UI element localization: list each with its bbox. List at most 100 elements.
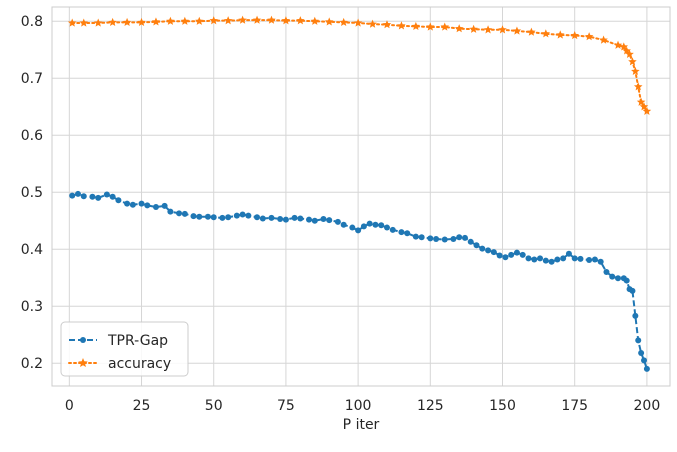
data-point-tpr-gap: [326, 217, 333, 224]
data-point-tpr-gap: [378, 222, 385, 229]
data-point-tpr-gap: [473, 242, 480, 249]
data-point-accuracy: [642, 106, 652, 115]
data-point-accuracy: [281, 16, 291, 25]
data-point-tpr-gap: [519, 251, 526, 258]
data-point-accuracy: [498, 25, 507, 34]
data-point-tpr-gap: [643, 365, 650, 372]
data-point-tpr-gap: [456, 234, 463, 241]
x-tick-label: 0: [65, 398, 74, 414]
data-point-tpr-gap: [176, 210, 183, 217]
data-point-tpr-gap: [398, 229, 405, 236]
data-point-tpr-gap: [259, 215, 266, 222]
data-point-accuracy: [267, 15, 276, 24]
data-point-tpr-gap: [210, 214, 217, 221]
data-point-tpr-gap: [565, 250, 572, 257]
data-point-tpr-gap: [479, 245, 486, 252]
x-tick-label: 175: [561, 398, 588, 414]
data-point-tpr-gap: [115, 197, 122, 204]
data-point-tpr-gap: [268, 214, 275, 221]
data-point-accuracy: [166, 16, 175, 25]
data-point-tpr-gap: [129, 201, 136, 208]
data-point-tpr-gap: [355, 227, 362, 234]
x-tick-label: 150: [489, 398, 516, 414]
data-point-tpr-gap: [161, 202, 168, 209]
data-point-tpr-gap: [548, 258, 555, 265]
data-point-tpr-gap: [204, 213, 211, 220]
data-point-tpr-gap: [461, 234, 468, 241]
data-point-tpr-gap: [513, 249, 520, 256]
data-point-accuracy: [368, 19, 377, 28]
data-point-accuracy: [79, 18, 89, 27]
data-point-accuracy: [180, 16, 190, 25]
data-point-accuracy: [324, 17, 334, 26]
data-point-tpr-gap: [418, 234, 425, 241]
data-point-tpr-gap: [490, 249, 497, 256]
data-point-tpr-gap: [334, 218, 341, 225]
data-point-accuracy: [93, 18, 103, 27]
data-point-accuracy: [339, 17, 348, 27]
data-point-tpr-gap: [603, 269, 610, 276]
data-point-accuracy: [631, 66, 640, 76]
data-point-tpr-gap: [372, 221, 379, 228]
data-point-tpr-gap: [167, 208, 174, 215]
x-tick-label: 25: [133, 398, 151, 414]
data-point-tpr-gap: [320, 216, 327, 223]
data-point-accuracy: [633, 82, 643, 91]
data-point-tpr-gap: [383, 224, 390, 231]
data-point-tpr-gap: [412, 233, 419, 240]
y-tick-label: 0.5: [21, 185, 43, 201]
x-axis-label: P iter: [343, 417, 380, 433]
data-point-tpr-gap: [577, 255, 584, 262]
data-point-accuracy: [512, 26, 522, 35]
data-point-tpr-gap: [74, 190, 81, 197]
data-point-tpr-gap: [291, 214, 298, 221]
y-tick-label: 0.2: [21, 356, 43, 372]
data-point-tpr-gap: [239, 211, 246, 218]
data-point-tpr-gap: [254, 214, 261, 221]
data-point-accuracy: [483, 25, 493, 34]
data-point-tpr-gap: [531, 256, 538, 263]
legend: TPR-Gap accuracy: [60, 321, 189, 377]
data-point-accuracy: [238, 15, 247, 24]
data-point-accuracy: [137, 17, 146, 27]
data-point-tpr-gap: [124, 200, 131, 207]
data-point-tpr-gap: [502, 254, 509, 261]
data-point-tpr-gap: [306, 216, 313, 223]
data-point-accuracy: [584, 32, 594, 41]
x-tick-label: 200: [634, 398, 661, 414]
data-point-tpr-gap: [89, 193, 96, 200]
data-point-accuracy: [599, 35, 608, 44]
data-point-tpr-gap: [629, 287, 636, 294]
data-point-tpr-gap: [609, 273, 616, 280]
data-point-tpr-gap: [560, 255, 567, 262]
data-point-tpr-gap: [632, 312, 639, 319]
legend-marker-tpr-gap: [80, 337, 86, 343]
data-point-tpr-gap: [103, 191, 110, 198]
x-tick-label: 125: [417, 398, 444, 414]
legend-box: [60, 321, 189, 377]
data-point-accuracy: [397, 21, 406, 30]
data-point-accuracy: [382, 20, 392, 29]
data-point-accuracy: [209, 16, 218, 25]
data-point-tpr-gap: [389, 226, 396, 233]
data-point-accuracy: [296, 16, 305, 25]
y-axis-ticks: 0.2 0.3 0.4 0.5 0.6 0.7 0.8: [21, 14, 43, 372]
data-point-accuracy: [426, 22, 435, 31]
data-point-accuracy: [353, 18, 363, 27]
series-tpr-gap: [69, 190, 650, 372]
data-point-accuracy: [639, 102, 649, 111]
data-point-accuracy: [527, 27, 536, 36]
series-layer: [67, 15, 652, 372]
data-point-tpr-gap: [635, 337, 642, 344]
data-point-tpr-gap: [95, 194, 102, 201]
data-point-accuracy: [67, 18, 77, 27]
data-point-tpr-gap: [542, 257, 549, 264]
data-point-tpr-gap: [427, 235, 434, 242]
data-point-tpr-gap: [591, 256, 598, 263]
data-point-tpr-gap: [496, 252, 503, 259]
data-point-tpr-gap: [404, 230, 411, 237]
data-point-tpr-gap: [571, 255, 578, 262]
data-point-tpr-gap: [508, 251, 515, 258]
data-point-tpr-gap: [360, 223, 367, 230]
data-point-tpr-gap: [225, 214, 232, 221]
